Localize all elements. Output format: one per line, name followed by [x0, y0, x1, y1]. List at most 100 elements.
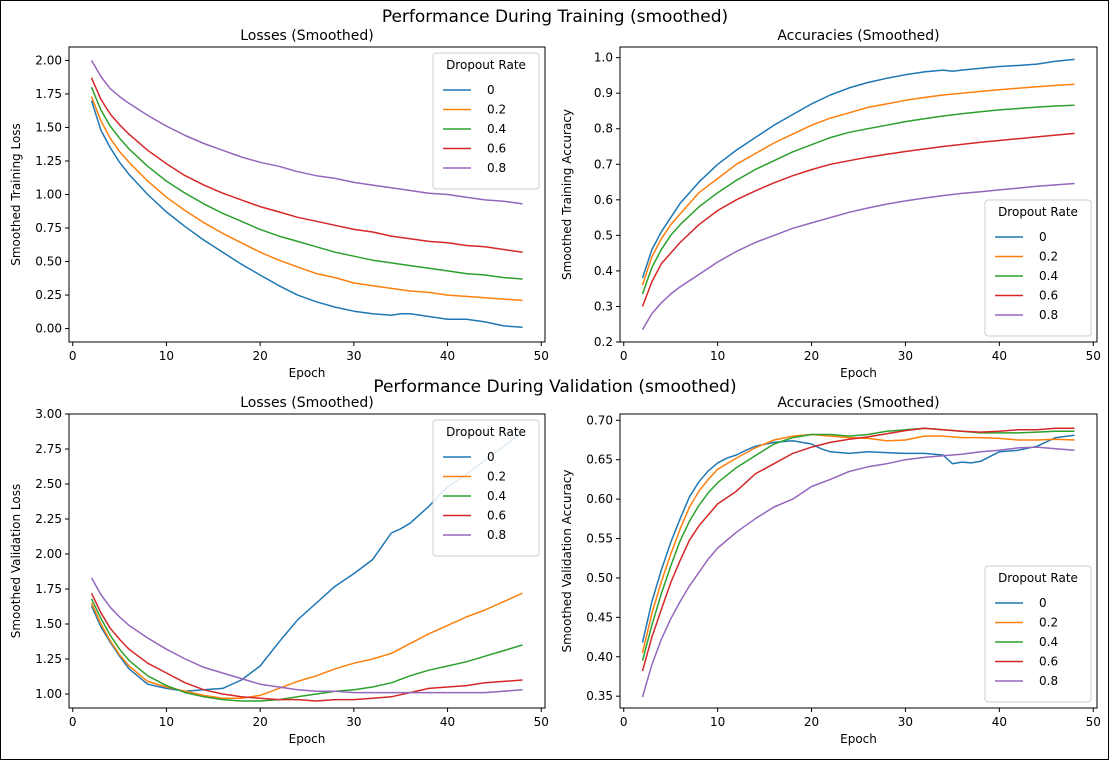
y-tick-label: 1.75: [35, 87, 62, 101]
legend-label: 0.4: [487, 122, 506, 136]
y-tick-label: 1.00: [35, 687, 62, 701]
x-tick-label: 30: [898, 715, 913, 729]
legend-box: [432, 52, 540, 190]
y-tick-label: 1.0: [594, 51, 613, 65]
series-line-0.8: [641, 182, 1075, 330]
legend-label: 0.8: [1039, 308, 1058, 322]
y-tick-label: 2.50: [35, 477, 62, 491]
chart-panel-2: Accuracies (Smoothed) 0 10 20 30 40 50 0.2 0.3 0.…: [560, 28, 1101, 380]
series-line-0: [641, 58, 1075, 279]
legend-label: 0: [1039, 230, 1047, 244]
x-tick-label: 0: [69, 349, 77, 363]
x-tick-label: 0: [620, 715, 628, 729]
y-tick-label: 0.00: [35, 322, 62, 336]
legend-label: 0: [487, 450, 495, 464]
series-line-0.4: [641, 104, 1075, 295]
y-tick-label: 0.5: [594, 228, 613, 242]
legend-label: 0.6: [1039, 655, 1058, 669]
panels: Losses (Smoothed)0 10 20 30 40 500.000.250.50…: [9, 28, 1101, 746]
y-tick-label: 0.35: [586, 689, 613, 703]
legend-title: Dropout Rate: [998, 205, 1078, 219]
series-line-0.6: [641, 132, 1075, 307]
y-tick-label: 0.75: [35, 221, 62, 235]
x-tick-label: 0: [620, 349, 628, 363]
y-tick-label: 1.50: [35, 120, 62, 134]
y-tick-label: 1.25: [35, 154, 62, 168]
legend-label: 0.4: [1039, 635, 1058, 649]
y-tick-label: 1.50: [35, 617, 62, 631]
chart-panel-4: Accuracies (Smoothed)0 10 20 30 40 500.350.40…: [560, 395, 1101, 746]
x-axis-label: Epoch: [840, 732, 877, 746]
y-tick-label: 0.2: [594, 335, 613, 349]
y-tick-label: 2.00: [35, 53, 62, 67]
x-tick-label: 10: [710, 715, 725, 729]
legend-label: 0: [1039, 596, 1047, 610]
legend-title: Dropout Rate: [446, 58, 526, 72]
series-line-0.4: [90, 86, 523, 280]
legend-box: [432, 419, 540, 557]
x-tick-label: 10: [159, 715, 174, 729]
y-tick-label: 1.75: [35, 582, 62, 596]
y-tick-label: 0.8: [594, 122, 613, 136]
series-line-0.8: [90, 577, 523, 694]
y-tick-label: 0.55: [586, 532, 613, 546]
series-line-0.2: [641, 83, 1075, 286]
y-tick-label: 2.75: [35, 442, 62, 456]
series-line-0.2: [90, 96, 523, 302]
x-tick-label: 0: [69, 715, 77, 729]
chart-title: Losses (Smoothed): [240, 28, 374, 44]
legend-label: 0.8: [487, 161, 506, 175]
legend-label: 0: [487, 83, 495, 97]
y-tick-label: 0.9: [594, 86, 613, 100]
x-tick-label: 20: [804, 715, 819, 729]
legend-label: 0.2: [487, 103, 506, 117]
y-tick-label: 0.70: [586, 413, 613, 427]
series-line-0.6: [641, 427, 1075, 672]
x-tick-label: 50: [1086, 715, 1101, 729]
series-line-0.4: [90, 598, 523, 702]
legend-box: [984, 565, 1092, 703]
y-tick-label: 0.50: [35, 255, 62, 269]
x-tick-label: 40: [992, 349, 1007, 363]
y-tick-label: 2.25: [35, 512, 62, 526]
x-axis-label: Epoch: [289, 366, 326, 380]
legend-label: 0.6: [487, 142, 506, 156]
series-line-0.8: [641, 446, 1075, 698]
y-tick-label: 1.25: [35, 652, 62, 666]
y-tick-label: 0.7: [594, 157, 613, 171]
legend-label: 0.2: [1039, 250, 1058, 264]
x-tick-label: 10: [710, 349, 725, 363]
chart-panel-3: Losses (Smoothed) 0 10 20 30 40 50 1.00 1.25 1.50…: [9, 395, 549, 746]
x-tick-label: 10: [159, 349, 174, 363]
chart-title: Losses (Smoothed): [240, 395, 374, 411]
legend-label: 0.2: [487, 470, 506, 484]
y-tick-label: 0.3: [594, 299, 613, 313]
legend-box: [984, 199, 1092, 337]
legend-label: 0.2: [1039, 616, 1058, 630]
x-axis-label: Epoch: [289, 732, 326, 746]
y-tick-label: 0.65: [586, 453, 613, 467]
legend-title: Dropout Rate: [446, 425, 526, 439]
x-tick-label: 20: [253, 715, 268, 729]
training-suptitle: Performance During Training (smoothed): [382, 7, 728, 27]
y-tick-label: 0.45: [586, 610, 613, 624]
y-tick-label: 0.4: [594, 264, 613, 278]
x-tick-label: 20: [804, 349, 819, 363]
legend-title: Dropout Rate: [998, 571, 1078, 585]
series-line-0.6: [90, 592, 523, 702]
x-tick-label: 40: [440, 349, 455, 363]
series-line-0.8: [90, 60, 523, 205]
x-tick-label: 40: [992, 715, 1007, 729]
legend-label: 0.4: [487, 489, 506, 503]
y-tick-label: 0.6: [594, 193, 613, 207]
x-tick-label: 50: [1086, 349, 1101, 363]
y-tick-label: 0.40: [586, 650, 613, 664]
series-line-0.2: [641, 433, 1075, 653]
x-axis-label: Epoch: [840, 366, 877, 380]
legend-label: 0.8: [487, 528, 506, 542]
legend: Dropout Rate 0 0.2 0.4 0.6 0.8: [984, 565, 1092, 703]
legend-label: 0.4: [1039, 269, 1058, 283]
y-tick-label: 0.60: [586, 492, 613, 506]
y-tick-label: 3.00: [35, 407, 62, 421]
